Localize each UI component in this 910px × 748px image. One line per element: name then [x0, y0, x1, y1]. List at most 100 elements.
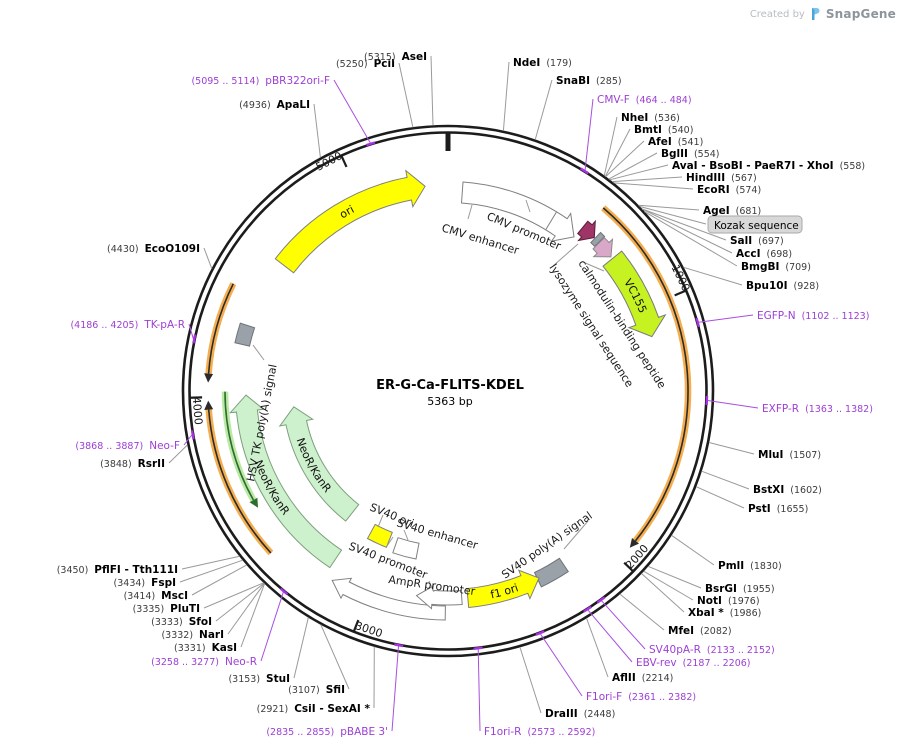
site-label-part: pBR322ori-F [265, 75, 330, 87]
primer-tick-Neo-R [279, 587, 289, 596]
leader-F1ori-F [540, 633, 583, 697]
primer-tick-F1ori-R [473, 646, 483, 650]
site-label-part: (1363 .. 1382) [805, 404, 873, 415]
site-label-part: AfeI [648, 136, 672, 148]
scale-tick-1000 [674, 289, 687, 297]
enzyme-label-BmtI: BmtI (540) [634, 124, 693, 136]
site-label-part: SnaBI [556, 75, 590, 87]
leader-PmlI [671, 534, 715, 566]
site-label-part: CsiI - SexAI * [294, 703, 370, 715]
site-label-part: EcoRI [697, 184, 730, 196]
primer-tick-Neo-F [190, 430, 195, 440]
site-label-part: (567) [731, 173, 757, 184]
enzyme-label-NheI: NheI (536) [621, 112, 680, 124]
enzyme-label-EcoRI: EcoRI (574) [697, 184, 761, 196]
site-label-part: HindIII [686, 172, 725, 184]
leader-PflFI-Tth111I [181, 555, 240, 570]
leader-NarI [227, 583, 265, 635]
site-label-part: (1655) [777, 504, 809, 515]
site-label-part: F1ori-R [484, 726, 521, 738]
watermark-brand: SnapGene [825, 7, 896, 21]
feature-orf-left-upper-line [207, 283, 235, 374]
site-label-part: (3332) [161, 630, 193, 641]
primer-tick-pBR322ori-F [365, 141, 376, 147]
feature-sv40-polya-signal [533, 557, 569, 588]
primer-label-F1ori-F: F1ori-F (2361 .. 2382) [586, 691, 696, 703]
primer-label-CMV-F: CMV-F (464 .. 484) [597, 94, 692, 106]
primer-tick-TK-pA-R [192, 334, 197, 344]
site-label-part: (574) [736, 185, 762, 196]
feature-sv40-ori [366, 523, 393, 548]
enzyme-label-BglII: BglII (554) [661, 148, 719, 160]
enzyme-label-AgeI: AgeI (681) [703, 205, 761, 217]
site-label-part: Neo-R [225, 656, 257, 668]
site-label-part: EXFP-R [762, 403, 799, 415]
site-label-part: (2214) [642, 673, 674, 684]
site-label-part: (681) [736, 206, 762, 217]
site-label-part: (4430) [107, 244, 139, 255]
site-label-part: (179) [546, 58, 572, 69]
feature-label-leader [403, 529, 409, 541]
site-label-part: StuI [266, 673, 290, 685]
site-label-part: (698) [766, 249, 792, 260]
site-label-part: NdeI [513, 57, 540, 69]
feature-orf-left-lower-line [207, 409, 272, 554]
site-label-part: PciI [374, 58, 395, 70]
feature-f1-ori [466, 569, 540, 609]
site-label-part: (3848) [100, 459, 132, 470]
feature-neor-kanr-outer [229, 394, 343, 569]
feature-orf-right-arrowhead [629, 538, 639, 548]
site-label-part: (3333) [151, 617, 183, 628]
enzyme-label-EcoO109I: (4430) EcoO109I [107, 243, 200, 255]
feature-label-leader [552, 243, 579, 267]
enzyme-label-AfeI: AfeI (541) [648, 136, 703, 148]
site-label-part: (3434) [114, 578, 146, 589]
leader-XbaI- [641, 573, 685, 613]
feature-label-text-ori: ori [337, 203, 356, 221]
leader-MfeI [619, 593, 665, 631]
enzyme-label-SfiI: (3107) SfiI [288, 684, 345, 696]
enzyme-label-MluI: MluI (1507) [758, 449, 821, 461]
enzyme-label-AvaI-BsoBI-PaeR7I-XhoI: AvaI - BsoBI - PaeR7I - XhoI (558) [672, 160, 865, 172]
site-label-part: (697) [758, 236, 784, 247]
leader-NheI [603, 116, 618, 176]
site-label-part: (5250) [336, 59, 368, 70]
site-label-part: TK-pA-R [143, 319, 185, 331]
feature-neor-kanr-inner [278, 406, 360, 522]
site-label-part: EBV-rev [636, 657, 677, 669]
enzyme-label-PstI: PstI (1655) [748, 503, 808, 515]
enzyme-label-MfeI: MfeI (2082) [668, 625, 732, 637]
feature-sv40-enhancer [392, 537, 420, 560]
leader-PciI [398, 62, 414, 128]
site-label-part: (3331) [174, 643, 206, 654]
site-label-part: (1102 .. 1123) [802, 311, 870, 322]
enzyme-label-BstXI: BstXI (1602) [753, 484, 822, 496]
site-label-part: SfoI [189, 616, 212, 628]
feature-label-leader [386, 536, 394, 547]
site-label-part: EGFP-N [757, 310, 796, 322]
leader-TK-pA-R [188, 323, 194, 339]
plasmid-title: ER-G-Ca-FLITS-KDEL [376, 378, 524, 393]
site-label-part: (2082) [700, 626, 732, 637]
feature-label-leader [252, 344, 265, 361]
primer-label-pBABE-3-: (2835 .. 2855) pBABE 3' [266, 726, 388, 738]
site-label-part: (540) [668, 125, 694, 136]
site-label-part: (3107) [288, 685, 320, 696]
leader-SfoI [215, 582, 265, 622]
site-label-part: MluI [758, 449, 783, 461]
enzyme-label-AseI: (5315) AseI [364, 51, 427, 63]
site-label-part: ApaLI [277, 99, 310, 111]
site-label-part: (285) [596, 76, 622, 87]
plasmid-size: 5363 bp [427, 395, 472, 408]
plasmid-backbone-inner [188, 131, 708, 651]
leader-pBABE-3- [391, 646, 399, 732]
site-label-part: PstI [748, 503, 771, 515]
enzyme-label-PflFI-Tth111I: (3450) PflFI - Tth111I [57, 564, 178, 576]
snapgene-logo-icon [811, 8, 820, 20]
feature-lysozyme-signal-sequence [577, 219, 596, 242]
site-label-part: CMV-F [597, 94, 630, 106]
leader-AvaI-BsoBI-PaeR7I-XhoI [609, 164, 669, 181]
watermark-created-by: Created by [749, 8, 805, 20]
leader-KasI [240, 583, 266, 648]
